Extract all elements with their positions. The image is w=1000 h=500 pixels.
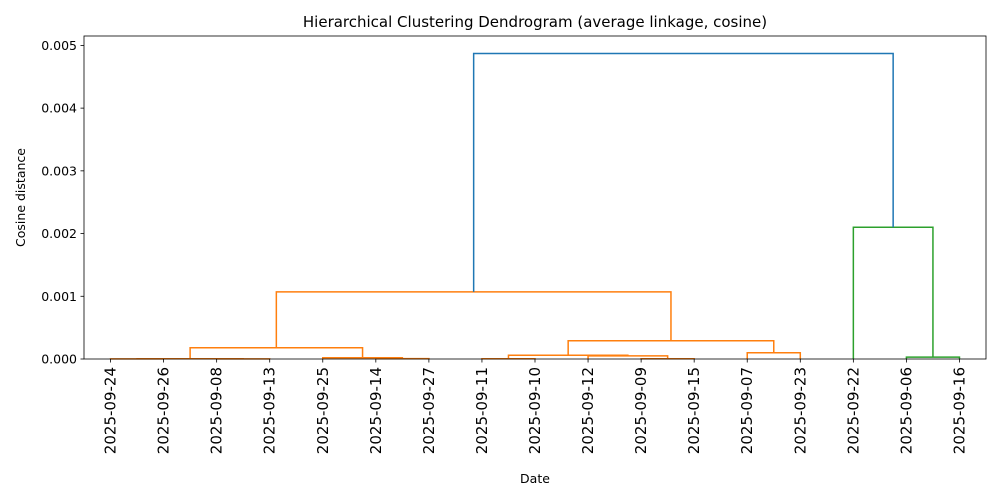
- x-tick-label: 2025-09-27: [420, 367, 438, 454]
- plot-frame: [83, 35, 987, 360]
- y-axis-ticks: 0.000 0.001 0.002 0.003 0.004 0.005: [41, 38, 84, 367]
- x-tick-label: 2025-09-10: [526, 367, 544, 454]
- chart-title: Hierarchical Clustering Dendrogram (aver…: [303, 13, 767, 31]
- dendrogram-link: [322, 356, 404, 359]
- x-tick-label: 2025-09-24: [102, 367, 120, 454]
- x-tick-label: 2025-09-15: [685, 367, 703, 454]
- y-tick-label: 0.002: [41, 226, 77, 241]
- dendrogram-links: [109, 52, 961, 360]
- x-tick-label: 2025-09-09: [632, 367, 650, 454]
- dendrogram-link: [472, 52, 894, 292]
- x-tick-label: 2025-09-13: [261, 367, 279, 454]
- x-tick-label: 2025-09-06: [897, 367, 915, 454]
- x-axis-ticks: 2025-09-24 2025-09-26 2025-09-08 2025-09-13…: [102, 359, 968, 454]
- y-tick-label: 0.000: [41, 352, 77, 367]
- dendrogram-link: [852, 226, 934, 359]
- x-tick-label: 2025-09-12: [579, 367, 597, 454]
- x-tick-label: 2025-09-25: [314, 367, 332, 454]
- x-tick-label: 2025-09-16: [950, 367, 968, 454]
- y-tick-label: 0.001: [41, 289, 77, 304]
- dendrogram-link: [189, 346, 364, 359]
- y-tick-label: 0.005: [41, 38, 77, 53]
- x-tick-label: 2025-09-11: [473, 367, 491, 454]
- dendrogram-link: [507, 354, 629, 359]
- y-axis-label: Cosine distance: [13, 148, 28, 247]
- x-tick-label: 2025-09-23: [791, 367, 809, 454]
- x-tick-label: 2025-09-14: [367, 367, 385, 454]
- dendrogram-link: [275, 291, 672, 348]
- x-tick-label: 2025-09-08: [208, 367, 226, 454]
- dendrogram-link: [746, 351, 802, 359]
- x-tick-label: 2025-09-22: [844, 367, 862, 454]
- y-tick-label: 0.004: [41, 101, 77, 116]
- x-axis-label: Date: [520, 471, 550, 486]
- dendrogram-link: [567, 340, 775, 356]
- y-tick-label: 0.003: [41, 163, 77, 178]
- x-tick-label: 2025-09-07: [738, 367, 756, 454]
- x-tick-label: 2025-09-26: [155, 367, 173, 454]
